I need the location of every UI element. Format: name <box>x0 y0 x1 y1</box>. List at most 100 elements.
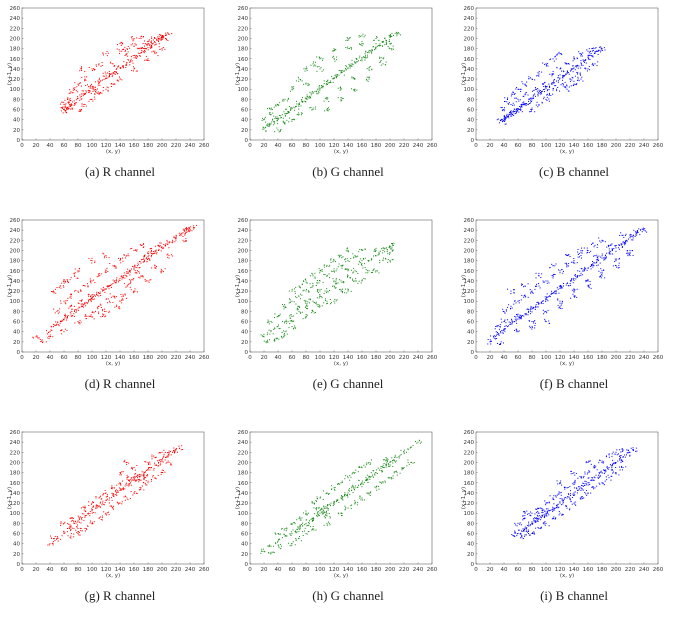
x-tick-label: 260 <box>199 567 210 573</box>
data-point <box>71 305 72 306</box>
data-point <box>355 280 356 281</box>
data-point <box>166 34 167 35</box>
data-point <box>562 269 563 270</box>
data-point <box>88 513 89 514</box>
x-tick-label: 80 <box>303 355 310 361</box>
data-point <box>390 477 391 478</box>
data-point <box>381 483 382 484</box>
data-point <box>305 101 306 102</box>
data-point <box>115 491 116 492</box>
y-tick-label: 0 <box>471 138 475 144</box>
data-point <box>581 79 582 80</box>
y-tick-label: 220 <box>464 26 475 32</box>
data-point <box>567 70 568 71</box>
data-point <box>378 40 379 41</box>
y-tick-label: 200 <box>238 248 249 254</box>
data-point <box>325 515 326 516</box>
data-point <box>289 290 290 291</box>
data-point <box>65 303 66 304</box>
data-point <box>575 69 576 70</box>
data-point <box>598 256 599 257</box>
data-point <box>133 279 134 280</box>
data-point <box>302 102 303 103</box>
data-point <box>537 72 538 73</box>
data-point <box>67 531 68 532</box>
data-point <box>63 319 64 320</box>
data-point <box>149 260 150 261</box>
data-point <box>551 293 552 294</box>
data-point <box>65 315 66 316</box>
data-point <box>378 45 379 46</box>
data-point <box>595 53 596 54</box>
data-point <box>173 447 174 448</box>
data-point <box>370 495 371 496</box>
data-point <box>602 272 603 273</box>
data-point <box>577 65 578 66</box>
data-point <box>141 48 142 49</box>
data-point <box>143 489 144 490</box>
data-point <box>106 492 107 493</box>
data-point <box>107 494 108 495</box>
data-point <box>66 112 67 113</box>
data-point <box>532 523 533 524</box>
data-point <box>600 51 601 52</box>
data-point <box>329 524 330 525</box>
data-point <box>371 52 372 53</box>
data-point <box>129 270 130 271</box>
data-point <box>513 110 514 111</box>
data-point <box>103 504 104 505</box>
data-point <box>527 314 528 315</box>
data-point <box>284 322 285 323</box>
data-point <box>127 475 128 476</box>
data-point <box>99 94 100 95</box>
y-tick-label: 100 <box>238 511 249 517</box>
data-point <box>323 499 324 500</box>
data-point <box>615 246 616 247</box>
data-point <box>322 60 323 61</box>
data-point <box>299 528 300 529</box>
data-point <box>379 58 380 59</box>
data-point <box>353 488 354 489</box>
data-point <box>264 118 265 119</box>
data-point <box>148 481 149 482</box>
data-point <box>336 57 337 58</box>
x-tick-label: 0 <box>474 355 478 361</box>
x-tick-label: 0 <box>474 567 478 573</box>
data-point <box>372 49 373 50</box>
data-point <box>299 529 300 530</box>
data-point <box>59 287 60 288</box>
data-point <box>311 109 312 110</box>
data-point <box>167 456 168 457</box>
data-point <box>139 261 140 262</box>
data-point <box>314 277 315 278</box>
y-tick-label: 240 <box>238 440 249 446</box>
data-point <box>536 284 537 285</box>
data-point <box>169 255 170 256</box>
data-point <box>610 253 611 254</box>
data-point <box>382 481 383 482</box>
data-point <box>520 533 521 534</box>
data-point <box>513 92 514 93</box>
data-point <box>597 244 598 245</box>
data-point <box>119 77 120 78</box>
data-point <box>68 524 69 525</box>
data-point <box>332 78 333 79</box>
data-point <box>549 267 550 268</box>
data-point <box>79 268 80 269</box>
data-point <box>357 504 358 505</box>
data-point <box>590 266 591 267</box>
data-point <box>528 76 529 77</box>
data-point <box>148 463 149 464</box>
data-point <box>127 53 128 54</box>
data-point <box>590 284 591 285</box>
data-point <box>127 56 128 57</box>
data-point <box>388 459 389 460</box>
data-point <box>284 335 285 336</box>
data-point <box>570 283 571 284</box>
data-point <box>159 49 160 50</box>
x-tick-label: 160 <box>129 143 140 149</box>
data-point <box>113 265 114 266</box>
data-point <box>553 73 554 74</box>
data-point <box>55 312 56 313</box>
